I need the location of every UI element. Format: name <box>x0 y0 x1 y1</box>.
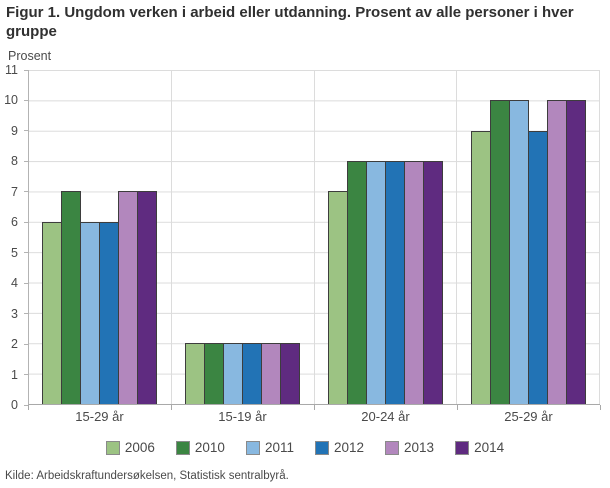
y-tick-label-11: 11 <box>5 63 18 77</box>
y-tick-mark-7 <box>24 191 28 193</box>
y-axis: 0 1 2 3 4 5 6 7 8 9 10 11 <box>0 63 28 412</box>
y-axis-title: Prosent <box>8 49 52 63</box>
bar-2006-15-29-år <box>42 221 63 404</box>
y-tick-label-4: 4 <box>11 276 18 291</box>
y-tick-mark-5 <box>24 252 28 254</box>
bar-2013-15-29-år <box>118 191 139 404</box>
y-tick-label-1: 1 <box>11 367 18 382</box>
legend-swatch-2011 <box>245 440 260 455</box>
y-tick-label-3: 3 <box>11 306 18 321</box>
legend-swatch-2010 <box>175 440 190 455</box>
bar-2014-15-19-år <box>280 343 301 404</box>
y-tick-mark-3 <box>24 313 28 315</box>
bar-2011-15-19-år <box>223 343 244 404</box>
bar-2013-20-24-år <box>403 161 424 404</box>
legend-label-2010: 2010 <box>194 440 225 455</box>
y-tick-label-9: 9 <box>11 123 18 138</box>
y-tick-mark-1 <box>24 374 28 376</box>
bar-2011-15-29-år <box>80 221 101 404</box>
x-tick-label-25-29-år: 25-29 år <box>504 409 553 424</box>
x-tick-label-15-19-år: 15-19 år <box>218 409 267 424</box>
x-tick-mark-3 <box>457 405 458 410</box>
y-tick-mark-9 <box>24 130 28 132</box>
y-tick-mark-2 <box>24 343 28 345</box>
bar-2010-20-24-år <box>346 161 367 404</box>
x-axis-labels: 15-29 år 15-19 år 20-24 år 25-29 år <box>28 409 600 427</box>
bar-2014-15-29-år <box>137 191 158 404</box>
bar-2006-25-29-år <box>470 130 491 404</box>
y-tick-label-2: 2 <box>11 337 18 352</box>
bar-2014-25-29-år <box>565 100 586 404</box>
y-tick-mark-8 <box>24 160 28 162</box>
bar-2010-15-29-år <box>61 191 82 404</box>
x-tick-label-20-24-år: 20-24 år <box>361 409 410 424</box>
x-tick-mark-4 <box>600 405 601 410</box>
legend-label-2012: 2012 <box>333 440 365 455</box>
figure-title: Figur 1. Ungdom verken i arbeid eller ut… <box>6 4 574 40</box>
y-tick-label-10: 10 <box>4 93 18 108</box>
legend-item-2010: 2010 <box>175 440 225 455</box>
legend-item-2011: 2011 <box>245 440 294 455</box>
legend-item-2012: 2012 <box>314 440 365 455</box>
legend-item-2014: 2014 <box>455 440 504 455</box>
bar-2006-15-19-år <box>185 343 206 404</box>
legend-item-2006: 2006 <box>105 440 155 455</box>
legend-swatch-2014 <box>455 440 470 455</box>
bar-2012-15-19-år <box>242 343 263 404</box>
legend-swatch-2013 <box>385 440 400 455</box>
bar-2011-25-29-år <box>508 100 529 404</box>
y-tick-mark-6 <box>24 221 28 223</box>
legend-label-2011: 2011 <box>264 440 294 455</box>
bar-group-15-19-år <box>172 70 315 404</box>
x-tick-mark-1 <box>171 405 172 410</box>
y-tick-label-0: 0 <box>11 398 18 412</box>
legend-label-2006: 2006 <box>124 440 155 455</box>
bar-2012-25-29-år <box>527 130 548 404</box>
y-tick-mark-11 <box>24 69 28 71</box>
bar-group-25-29-år <box>457 70 600 404</box>
x-tick-mark-0 <box>28 405 29 410</box>
bar-2012-15-29-år <box>99 221 120 404</box>
bar-2013-25-29-år <box>546 100 567 404</box>
y-tick-mark-10 <box>24 99 28 101</box>
legend-swatch-2012 <box>314 440 329 455</box>
bar-2011-20-24-år <box>365 161 386 404</box>
bar-2006-20-24-år <box>327 191 348 404</box>
bar-2010-15-19-år <box>204 343 225 404</box>
y-tick-label-5: 5 <box>11 245 18 260</box>
plot-area <box>28 70 600 405</box>
bar-2014-20-24-år <box>422 161 443 404</box>
bar-group-20-24-år <box>315 70 458 404</box>
legend-item-2013: 2013 <box>385 440 434 455</box>
y-tick-label-6: 6 <box>11 215 18 230</box>
x-tick-mark-2 <box>314 405 315 410</box>
legend-label-2014: 2014 <box>474 440 505 455</box>
y-tick-label-7: 7 <box>11 184 18 199</box>
bar-2012-20-24-år <box>384 161 405 404</box>
legend-swatch-2006 <box>105 440 120 455</box>
bar-2010-25-29-år <box>489 100 510 404</box>
legend-label-2013: 2013 <box>404 440 435 455</box>
legend: 2006 2010 2011 2012 2013 2014 <box>0 440 610 455</box>
y-tick-mark-0 <box>24 404 28 406</box>
bar-2013-15-19-år <box>261 343 282 404</box>
x-tick-label-15-29-år: 15-29 år <box>75 409 124 424</box>
y-tick-label-8: 8 <box>11 154 18 169</box>
source-note: Kilde: Arbeidskraftundersøkelsen, Statis… <box>5 470 289 482</box>
y-tick-mark-4 <box>24 282 28 284</box>
bar-group-15-29-år <box>29 70 172 404</box>
